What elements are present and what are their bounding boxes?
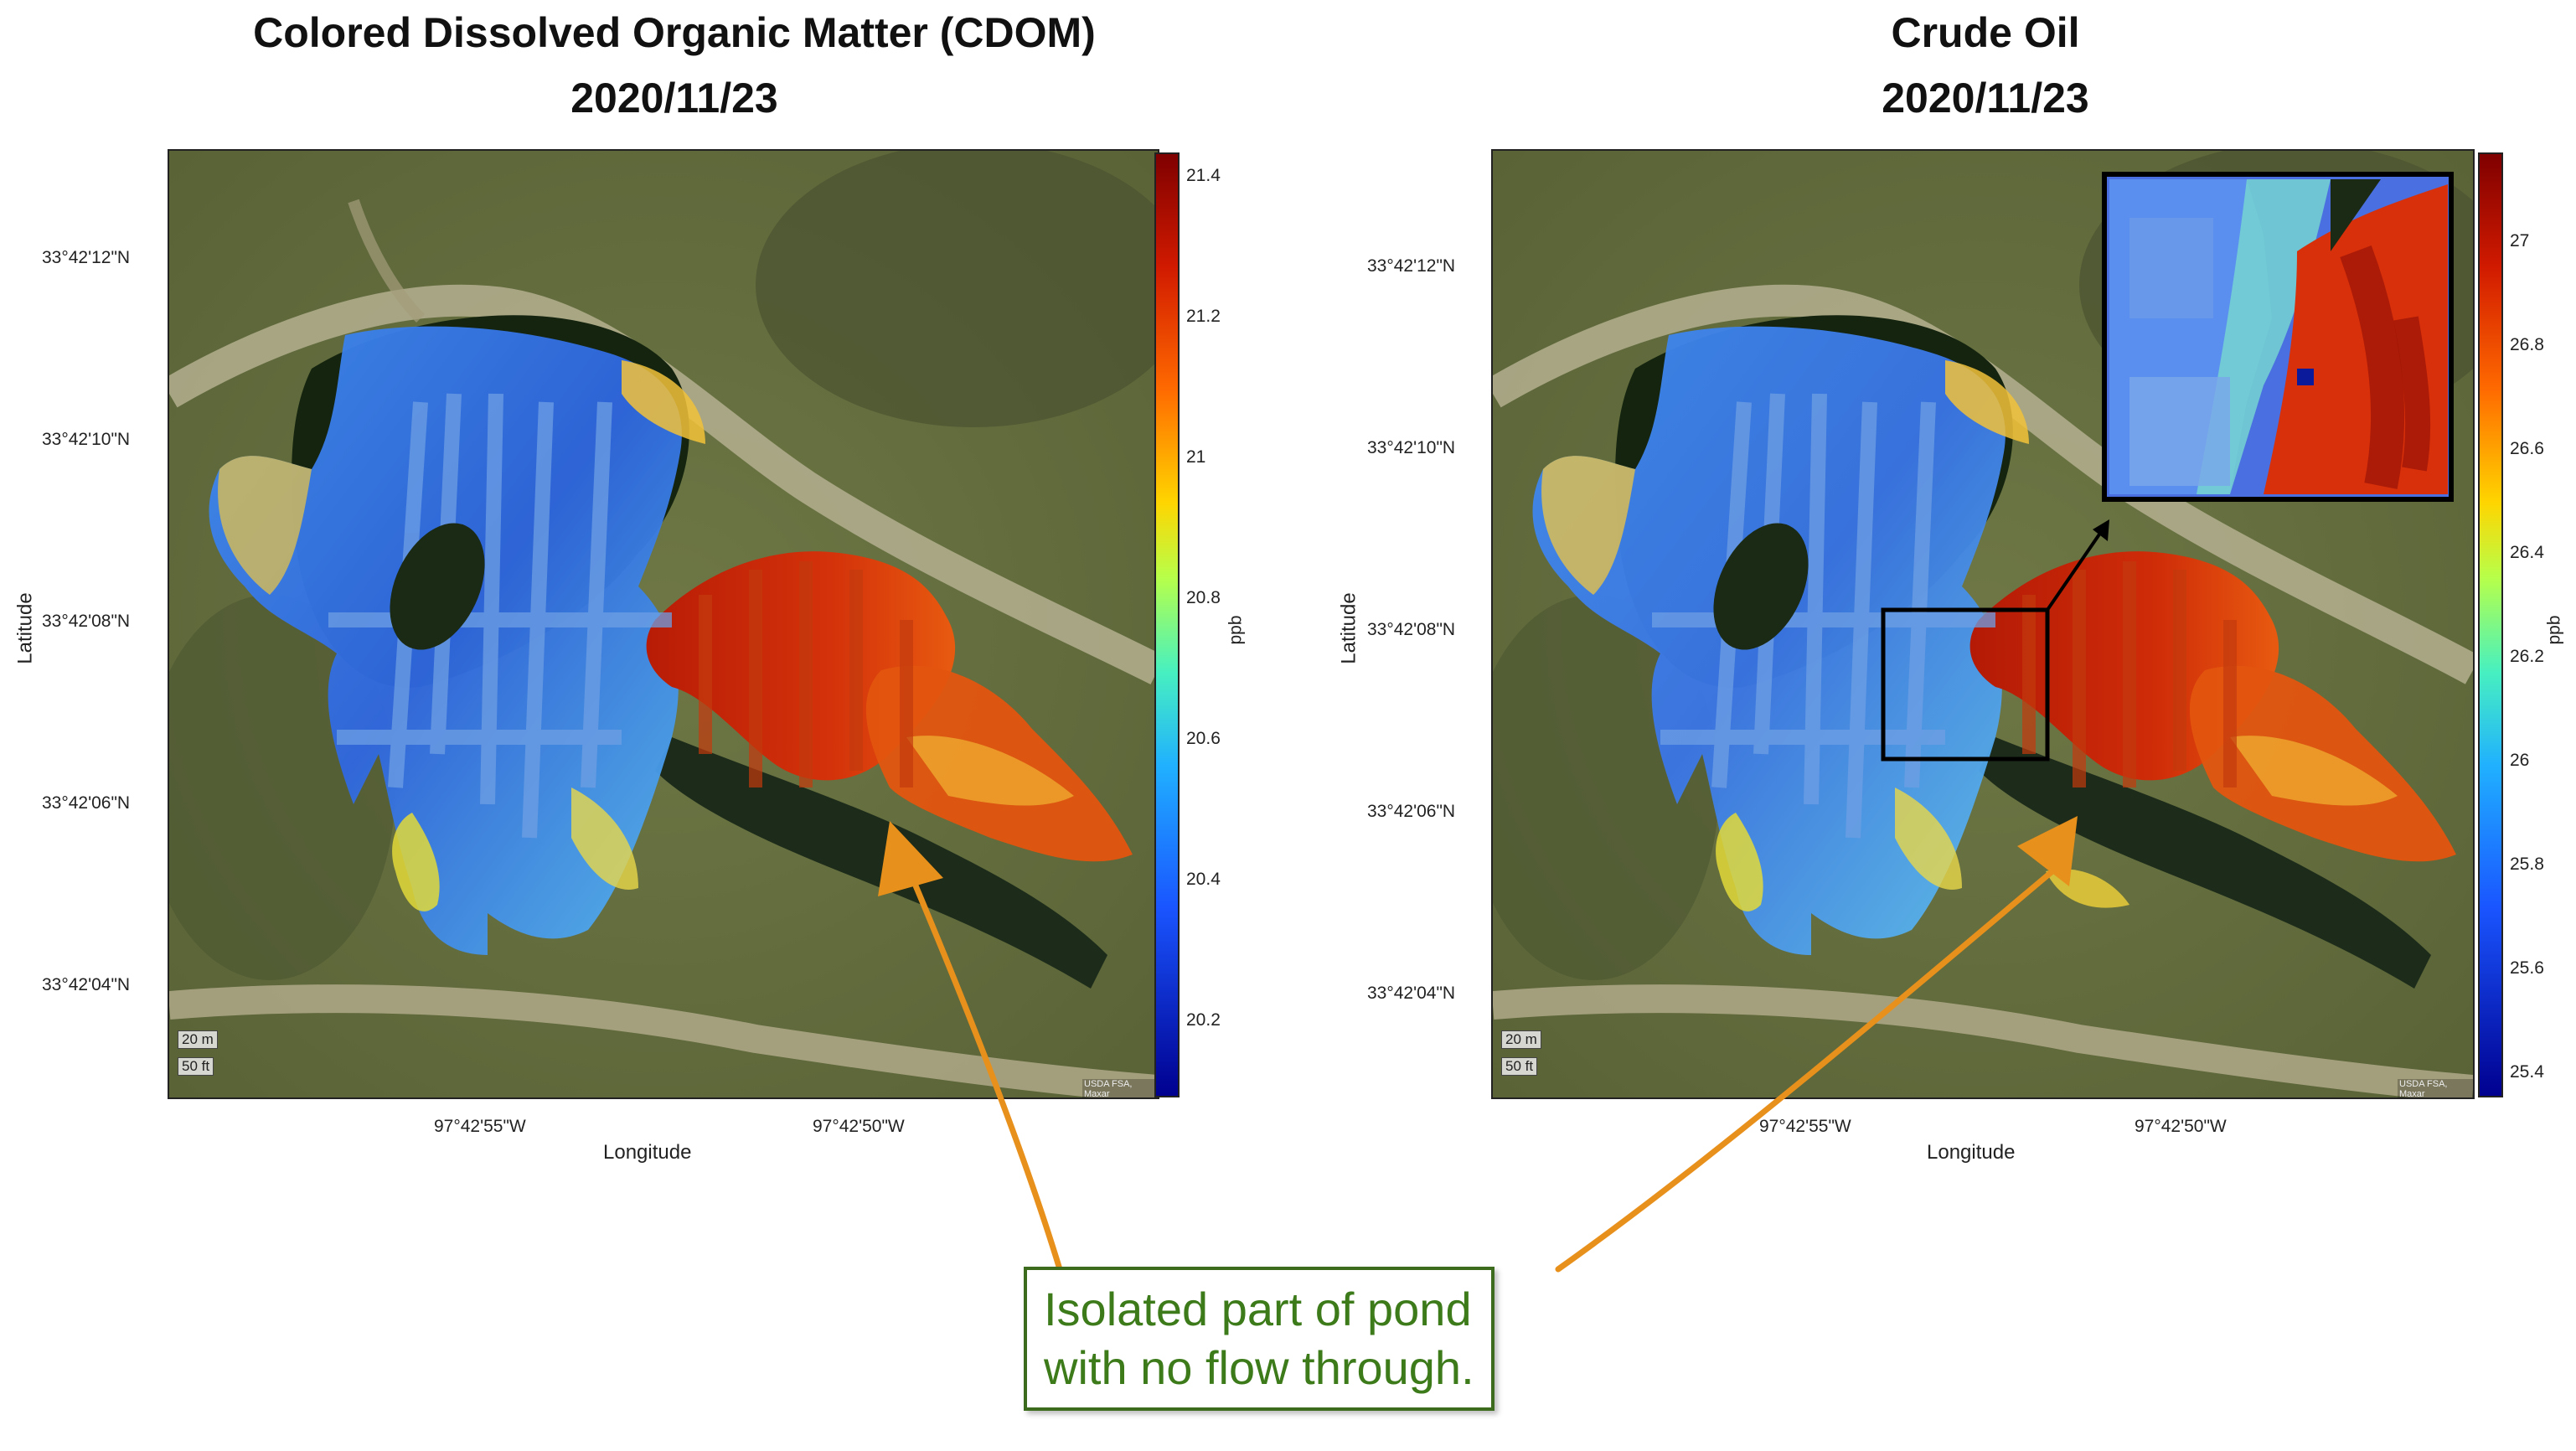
left-scale-m: 20 m	[178, 1030, 218, 1049]
left-xlabel: Longitude	[603, 1141, 692, 1164]
right-cb-unit: ppb	[2544, 615, 2564, 645]
left-ytick-1: 33°42'12"N	[42, 248, 131, 267]
left-cb-tick-1: 21.4	[1186, 166, 1221, 185]
right-cb-tick-8: 25.6	[2510, 958, 2544, 978]
right-cb-tick-3: 26.6	[2510, 439, 2544, 458]
right-map-image	[1493, 151, 2473, 1097]
right-ytick-1: 33°42'12"N	[1367, 256, 1456, 276]
left-cb-tick-2: 21.2	[1186, 307, 1221, 326]
left-cb-tick-5: 20.6	[1186, 729, 1221, 748]
right-xtick-1: 97°42'55"W	[1759, 1117, 1851, 1136]
right-xlabel: Longitude	[1927, 1141, 2016, 1164]
left-attribution: USDA FSA, Maxar	[1082, 1079, 1158, 1097]
left-panel-title: Colored Dissolved Organic Matter (CDOM) …	[84, 0, 1265, 131]
left-xtick-2: 97°42'50"W	[813, 1117, 905, 1136]
right-xtick-2: 97°42'50"W	[2135, 1117, 2227, 1136]
callout-line2: with no flow through.	[1044, 1341, 1474, 1394]
left-cb-tick-4: 20.8	[1186, 588, 1221, 607]
left-cb-unit: ppb	[1226, 615, 1246, 645]
left-map-image	[169, 151, 1158, 1097]
right-ytick-2: 33°42'10"N	[1367, 438, 1456, 457]
right-cb-tick-6: 26	[2510, 751, 2530, 770]
right-ytick-3: 33°42'08"N	[1367, 620, 1456, 639]
right-title-line2: 2020/11/23	[1882, 75, 2089, 121]
right-scale-ft: 50 ft	[1501, 1057, 1538, 1076]
left-colorbar	[1154, 152, 1180, 1097]
left-scale-ft: 50 ft	[178, 1057, 214, 1076]
right-ytick-5: 33°42'04"N	[1367, 984, 1456, 1003]
left-ytick-2: 33°42'10"N	[42, 430, 131, 449]
right-attribution: USDA FSA, Maxar	[2398, 1079, 2473, 1097]
right-panel-title: Crude Oil 2020/11/23	[1491, 0, 2480, 131]
right-title-line1: Crude Oil	[1891, 9, 2080, 56]
left-cb-tick-3: 21	[1186, 447, 1206, 467]
right-scale-m: 20 m	[1501, 1030, 1541, 1049]
left-cb-tick-7: 20.2	[1186, 1010, 1221, 1030]
right-colorbar	[2478, 152, 2503, 1097]
right-cb-tick-1: 27	[2510, 231, 2530, 250]
left-xtick-1: 97°42'55"W	[434, 1117, 526, 1136]
right-map[interactable]: 20 m 50 ft USDA FSA, Maxar	[1491, 149, 2475, 1099]
left-ytick-4: 33°42'06"N	[42, 793, 131, 813]
left-title-line1: Colored Dissolved Organic Matter (CDOM)	[253, 9, 1096, 56]
right-cb-tick-9: 25.4	[2510, 1062, 2544, 1082]
left-ylabel: Latitude	[13, 592, 37, 664]
right-cb-tick-4: 26.4	[2510, 543, 2544, 562]
right-ytick-4: 33°42'06"N	[1367, 802, 1456, 821]
right-cb-tick-7: 25.8	[2510, 855, 2544, 874]
right-ylabel: Latitude	[1337, 592, 1360, 664]
right-cb-tick-5: 26.2	[2510, 647, 2544, 666]
inset-zoom	[2102, 172, 2454, 502]
callout-line1: Isolated part of pond	[1044, 1283, 1472, 1335]
right-cb-tick-2: 26.8	[2510, 335, 2544, 354]
left-title-line2: 2020/11/23	[570, 75, 778, 121]
left-cb-tick-6: 20.4	[1186, 870, 1221, 889]
left-map[interactable]: 20 m 50 ft USDA FSA, Maxar	[168, 149, 1159, 1099]
callout-box: Isolated part of pond with no flow throu…	[1024, 1267, 1494, 1411]
left-ytick-5: 33°42'04"N	[42, 975, 131, 994]
left-ytick-3: 33°42'08"N	[42, 612, 131, 631]
